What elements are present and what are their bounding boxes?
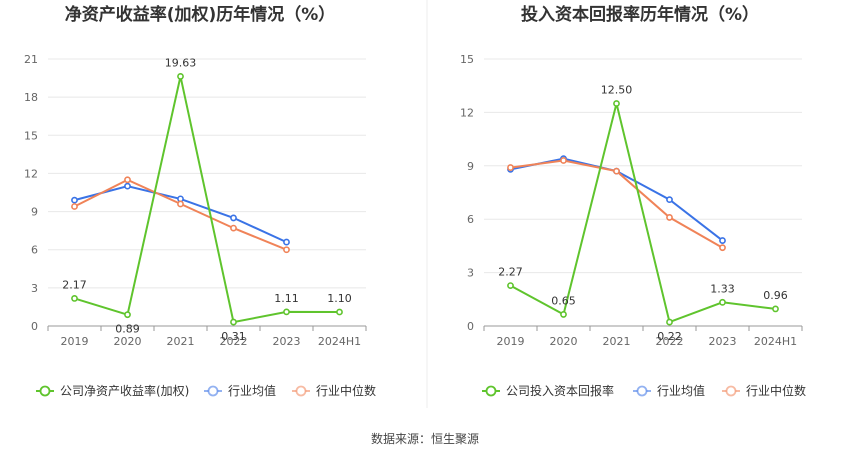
y-tick-label: 12 <box>460 106 474 119</box>
legend-item-company[interactable]: 公司投入资本回报率 <box>482 383 614 398</box>
data-point-company <box>230 318 237 326</box>
series-line-industry_avg <box>74 185 287 244</box>
x-tick-label: 2021 <box>603 335 631 348</box>
data-point-company <box>124 311 131 319</box>
legend-label: 公司净资产收益率(加权) <box>60 383 189 398</box>
y-tick-label: 18 <box>24 91 38 104</box>
data-point-industry_median <box>283 246 290 254</box>
data-point-industry_median <box>177 200 184 208</box>
x-tick-label: 2023 <box>709 335 737 348</box>
y-tick-label: 12 <box>24 167 38 180</box>
series-line-industry_median <box>74 178 287 251</box>
legend-swatch-marker <box>207 385 219 397</box>
y-tick-label: 3 <box>467 267 474 280</box>
data-label: 2.17 <box>62 278 87 291</box>
legend-item-industry_median[interactable]: 行业中位数 <box>292 383 376 398</box>
y-tick-label: 3 <box>31 282 38 295</box>
data-point-industry_median <box>124 176 131 184</box>
x-tick-label: 2021 <box>167 335 195 348</box>
data-point-company <box>177 73 184 80</box>
legend-swatch-marker <box>295 385 307 397</box>
data-label: 1.10 <box>327 292 352 305</box>
data-point-industry_median <box>230 224 237 232</box>
x-tick-label: 2024H1 <box>754 335 797 348</box>
roe-chart-panel: 净资产收益率(加权)历年情况（%） 0 3 6 9 12 15 18 21 2019 2020 202… <box>24 4 376 398</box>
legend-label: 行业均值 <box>657 383 705 398</box>
y-tick-label: 0 <box>31 320 38 333</box>
data-label: 1.33 <box>710 282 735 295</box>
data-point-industry_avg <box>666 196 673 204</box>
legend-swatch-marker <box>485 385 497 397</box>
data-label: 0.31 <box>221 330 246 343</box>
chart-title: 净资产收益率(加权)历年情况（%） <box>65 4 336 25</box>
data-point-company <box>560 311 567 318</box>
data-point-industry_avg <box>719 237 726 244</box>
data-label: 2.27 <box>498 266 523 279</box>
data-point-industry_avg <box>230 214 237 222</box>
data-point-company <box>666 318 673 326</box>
data-label: 0.89 <box>115 323 140 336</box>
data-label: 19.63 <box>165 56 197 69</box>
legend-swatch-marker <box>725 385 737 397</box>
data-point-company <box>336 308 343 316</box>
data-label: 0.96 <box>763 289 788 302</box>
x-tick-label: 2022 <box>220 335 248 348</box>
data-label: 0.22 <box>657 330 682 343</box>
series-line-company <box>510 103 776 324</box>
legend-label: 公司投入资本回报率 <box>506 383 614 398</box>
data-point-industry_avg <box>124 182 131 190</box>
y-tick-label: 6 <box>467 213 474 226</box>
x-tick-label: 2024H1 <box>318 335 361 348</box>
legend-item-company[interactable]: 公司净资产收益率(加权) <box>36 383 189 398</box>
data-point-company <box>71 295 78 302</box>
data-label: 0.65 <box>551 294 576 307</box>
y-tick-label: 15 <box>24 129 38 142</box>
data-point-company <box>613 100 620 107</box>
y-tick-label: 9 <box>467 160 474 173</box>
data-point-company <box>719 298 726 306</box>
x-tick-label: 2020 <box>550 335 578 348</box>
legend-label: 行业均值 <box>228 383 276 398</box>
y-tick-label: 15 <box>460 53 474 66</box>
data-point-company <box>772 305 779 313</box>
data-point-company <box>283 308 290 316</box>
x-tick-label: 2020 <box>114 335 142 348</box>
roic-chart-panel: 投入资本回报率历年情况（%） 0 3 6 9 12 15 2019 2020 2021 2022 20… <box>460 4 806 398</box>
chart-title: 投入资本回报率历年情况（%） <box>521 4 759 25</box>
legend-label: 行业中位数 <box>746 383 806 398</box>
legend-swatch-marker <box>636 385 648 397</box>
legend-swatch-marker <box>39 385 51 397</box>
legend-label: 行业中位数 <box>316 383 376 398</box>
data-source-label: 数据来源：恒生聚源 <box>371 431 479 446</box>
series-line-company <box>74 76 340 324</box>
data-point-industry_median <box>719 244 726 252</box>
data-point-industry_avg <box>283 238 290 246</box>
data-point-industry_median <box>613 167 620 175</box>
data-point-industry_median <box>666 214 673 221</box>
data-point-industry_median <box>560 157 567 164</box>
data-point-company <box>507 282 514 289</box>
x-tick-label: 2019 <box>497 335 525 348</box>
legend-item-industry_avg[interactable]: 行业均值 <box>204 383 276 398</box>
data-point-industry_median <box>507 164 514 171</box>
data-label: 1.11 <box>274 292 299 305</box>
legend-item-industry_avg[interactable]: 行业均值 <box>633 383 705 398</box>
y-tick-label: 21 <box>24 53 38 66</box>
x-tick-label: 2023 <box>273 335 301 348</box>
legend-item-industry_median[interactable]: 行业中位数 <box>722 383 806 398</box>
y-tick-label: 9 <box>31 206 38 219</box>
y-tick-label: 0 <box>467 320 474 333</box>
data-point-industry_avg <box>71 196 78 204</box>
data-label: 12.50 <box>601 84 633 97</box>
data-point-industry_median <box>71 203 78 210</box>
y-tick-label: 6 <box>31 244 38 257</box>
x-tick-label: 2019 <box>61 335 89 348</box>
x-tick-label: 2022 <box>656 335 684 348</box>
